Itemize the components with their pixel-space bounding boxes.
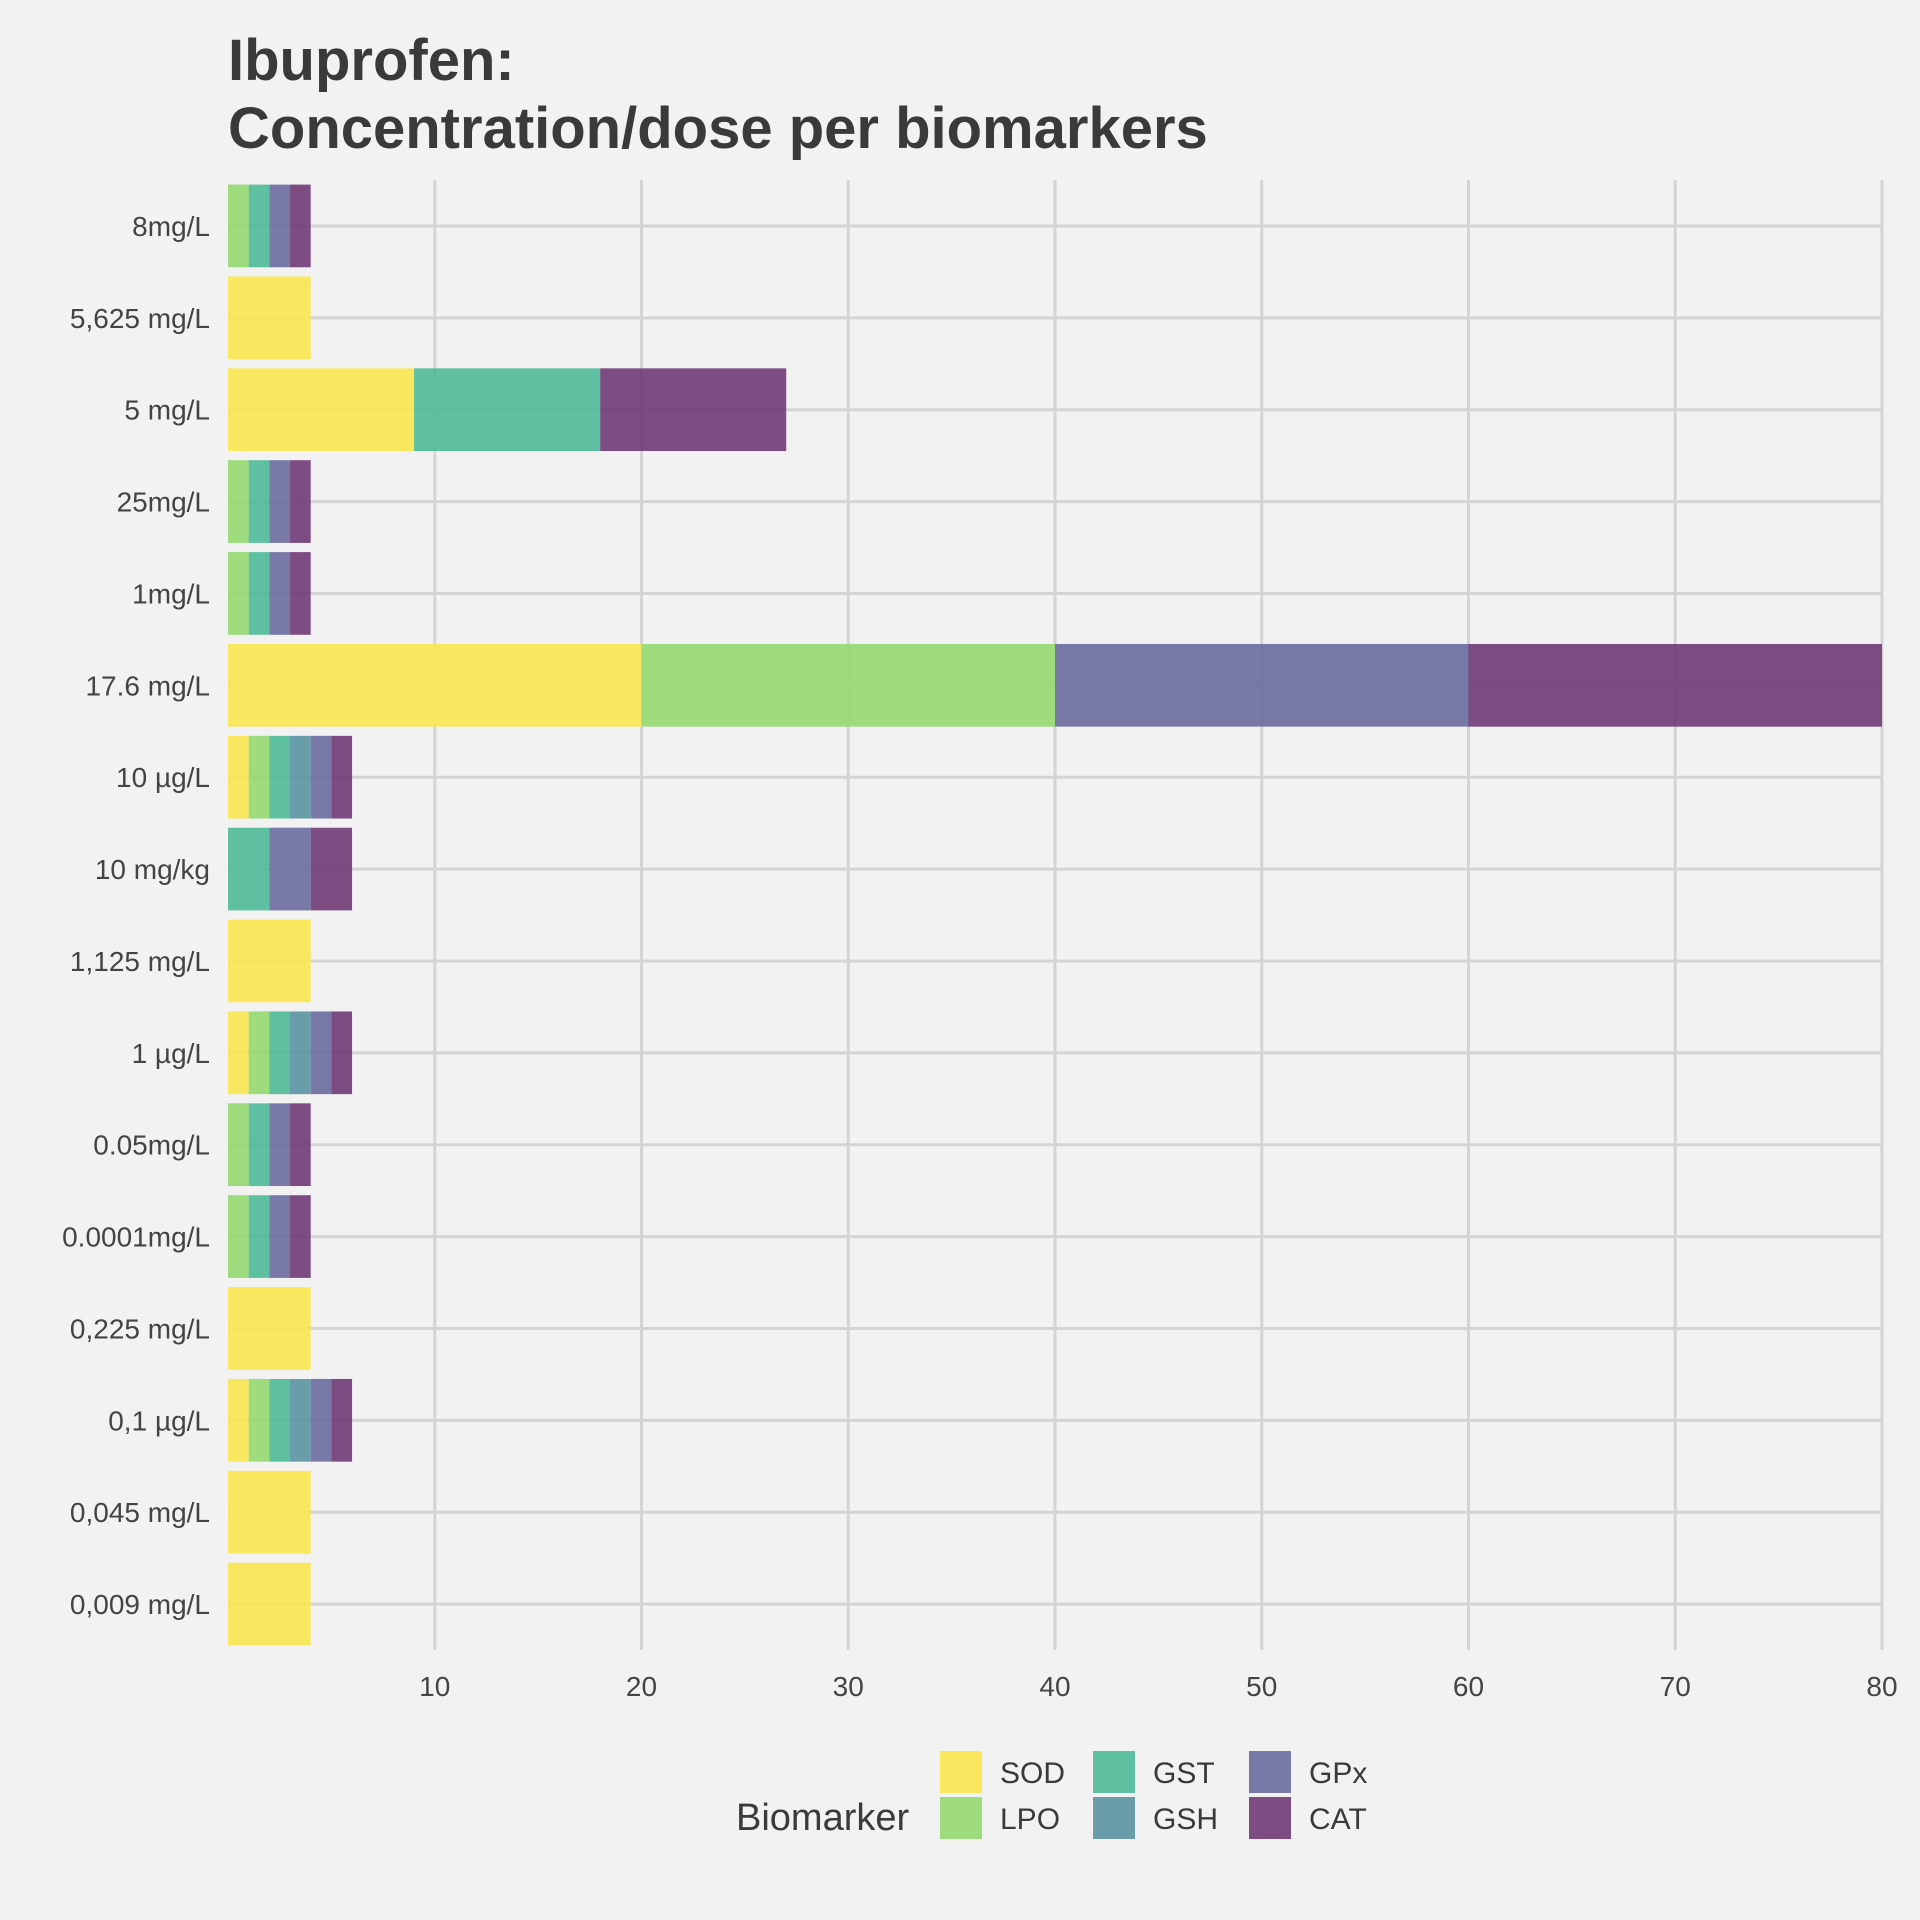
- bar-sod: [228, 276, 311, 360]
- y-tick-label: 5,625 mg/L: [70, 303, 210, 334]
- y-tick-label: 25mg/L: [117, 487, 210, 518]
- bar-gpx: [310, 1378, 332, 1462]
- legend-swatch: [1249, 1751, 1291, 1793]
- bar-sod: [228, 1562, 311, 1646]
- bar-cat: [290, 460, 311, 543]
- bar-cat: [290, 1103, 311, 1187]
- bar-cat: [600, 368, 787, 452]
- y-axis-ticks: 8mg/L 5,625 mg/L 5 mg/L 25mg/L 1mg/L 17.6 mg/…: [62, 211, 210, 1620]
- bar-lpo: [248, 1011, 270, 1095]
- bar-sod: [228, 735, 249, 819]
- bar-gpx: [269, 460, 291, 543]
- x-tick-label: 60: [1453, 1671, 1484, 1702]
- bar-gsh: [290, 735, 311, 819]
- bar-sod: [228, 643, 642, 727]
- bar-cat: [331, 1011, 353, 1095]
- y-tick-label: 10 µg/L: [116, 762, 210, 793]
- x-tick-label: 10: [419, 1671, 450, 1702]
- bar-lpo: [248, 735, 270, 819]
- legend-swatch: [1249, 1797, 1291, 1839]
- bar-cat: [331, 1378, 353, 1462]
- y-tick-label: 0.0001mg/L: [62, 1222, 210, 1253]
- bar-lpo: [228, 1195, 249, 1278]
- bar-gpx: [269, 827, 311, 911]
- y-tick-label: 1,125 mg/L: [70, 946, 210, 977]
- x-tick-label: 40: [1039, 1671, 1070, 1702]
- bar-gst: [248, 1103, 270, 1187]
- bar-gpx: [310, 1011, 332, 1095]
- bar-cat: [331, 735, 353, 819]
- bars: [228, 184, 1882, 1646]
- bar-gst: [269, 735, 291, 819]
- bar-gsh: [290, 1011, 311, 1095]
- bar-sod: [228, 1470, 311, 1554]
- legend-swatch: [1093, 1797, 1135, 1839]
- legend: Biomarker SOD LPO GST GSH GPx CAT: [736, 1751, 1367, 1839]
- x-tick-label: 50: [1246, 1671, 1277, 1702]
- y-tick-label: 8mg/L: [132, 211, 210, 242]
- y-tick-label: 10 mg/kg: [95, 854, 210, 885]
- legend-label: CAT: [1309, 1803, 1367, 1836]
- bar-cat: [290, 552, 311, 635]
- legend-label: SOD: [1000, 1757, 1065, 1790]
- bar-cat: [290, 1195, 311, 1278]
- bar-lpo: [248, 1378, 270, 1462]
- legend-label: GPx: [1309, 1757, 1367, 1790]
- legend-swatch: [1093, 1751, 1135, 1793]
- y-tick-label: 1mg/L: [132, 578, 210, 609]
- y-tick-label: 17.6 mg/L: [85, 670, 210, 701]
- x-tick-label: 80: [1866, 1671, 1897, 1702]
- y-tick-label: 0,1 µg/L: [108, 1405, 210, 1436]
- bar-sod: [228, 1378, 249, 1462]
- bar-cat: [290, 184, 311, 268]
- legend-label: LPO: [1000, 1803, 1060, 1836]
- bar-gst: [269, 1378, 291, 1462]
- legend-swatch: [940, 1751, 982, 1793]
- x-axis-ticks: 10 20 30 40 50 60 70 80: [419, 1671, 1897, 1702]
- bar-gpx: [269, 184, 291, 268]
- bar-gst: [248, 184, 270, 268]
- bar-lpo: [228, 460, 249, 543]
- x-tick-label: 70: [1660, 1671, 1691, 1702]
- bar-cat: [310, 827, 353, 911]
- legend-label: GST: [1153, 1757, 1215, 1790]
- x-tick-label: 20: [626, 1671, 657, 1702]
- bar-sod: [228, 919, 311, 1003]
- bar-lpo: [228, 552, 249, 635]
- bar-lpo: [228, 1103, 249, 1187]
- x-tick-label: 30: [833, 1671, 864, 1702]
- legend-title: Biomarker: [736, 1797, 909, 1839]
- bar-gpx: [269, 1195, 291, 1278]
- bar-gpx: [1055, 643, 1469, 727]
- bar-gst: [228, 827, 270, 911]
- bar-sod: [228, 1287, 311, 1370]
- y-tick-label: 0,009 mg/L: [70, 1589, 210, 1620]
- bar-gst: [248, 460, 270, 543]
- y-tick-label: 0.05mg/L: [93, 1130, 210, 1161]
- y-tick-label: 5 mg/L: [124, 395, 210, 426]
- bar-lpo: [641, 643, 1055, 727]
- y-tick-label: 0,045 mg/L: [70, 1497, 210, 1528]
- bar-gst: [269, 1011, 291, 1095]
- legend-label: GSH: [1153, 1803, 1218, 1836]
- bar-gst: [248, 552, 270, 635]
- bar-lpo: [228, 184, 249, 268]
- y-tick-label: 0,225 mg/L: [70, 1313, 210, 1344]
- bar-cat: [1468, 643, 1882, 727]
- bar-gpx: [269, 552, 291, 635]
- bar-sod: [228, 368, 415, 452]
- bar-gsh: [290, 1378, 311, 1462]
- bar-gpx: [269, 1103, 291, 1187]
- bar-gst: [414, 368, 601, 452]
- chart-title: Ibuprofen:: [228, 28, 515, 93]
- legend-swatch: [940, 1797, 982, 1839]
- bar-gpx: [310, 735, 332, 819]
- chart-subtitle: Concentration/dose per biomarkers: [228, 96, 1208, 161]
- y-tick-label: 1 µg/L: [132, 1038, 210, 1069]
- bar-sod: [228, 1011, 249, 1095]
- bar-gst: [248, 1195, 270, 1278]
